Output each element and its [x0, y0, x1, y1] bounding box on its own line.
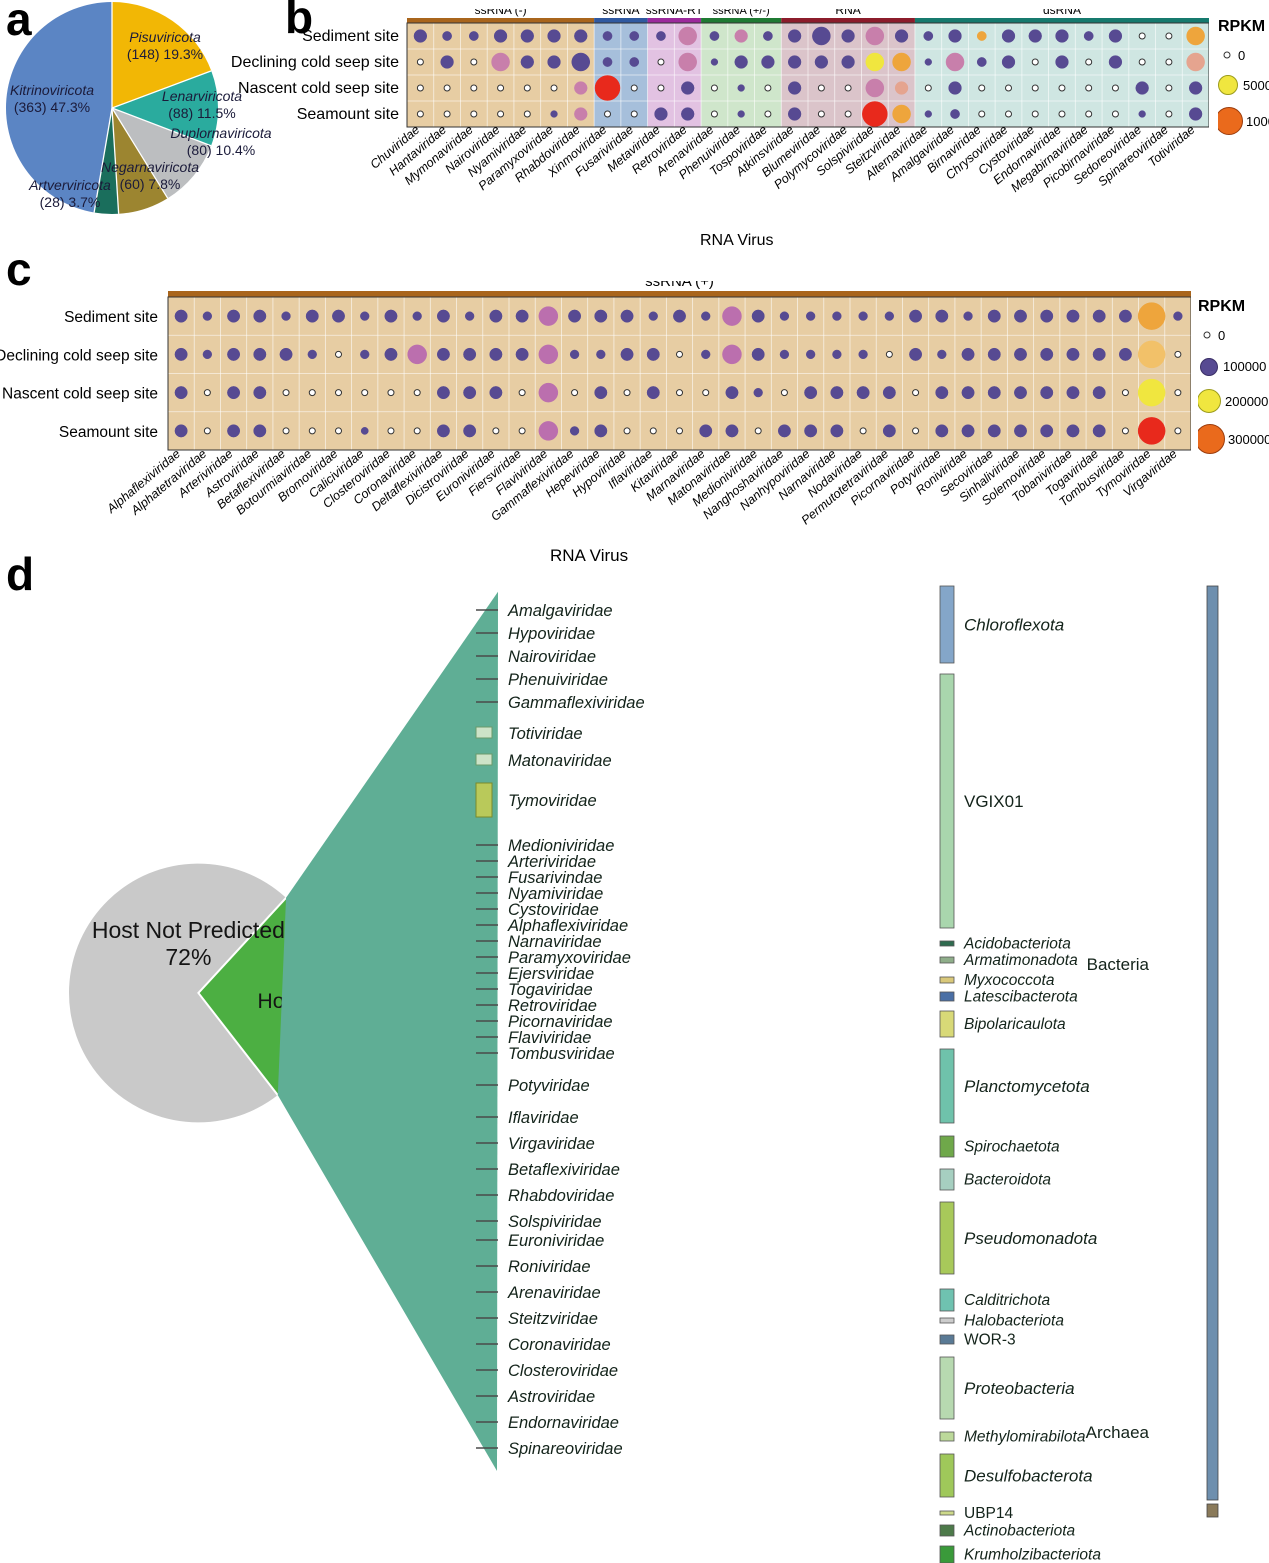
svg-text:Seamount site: Seamount site — [59, 424, 158, 441]
svg-text:Spirochaetota: Spirochaetota — [964, 1139, 1060, 1156]
svg-text:Phenuiviridae: Phenuiviridae — [508, 671, 608, 689]
svg-text:Chloroflexota: Chloroflexota — [964, 616, 1064, 635]
svg-text:ssRNA-RT: ssRNA-RT — [646, 9, 704, 17]
svg-text:Endornaviridae: Endornaviridae — [508, 1414, 619, 1432]
svg-text:Actinobacteriota: Actinobacteriota — [963, 1523, 1076, 1540]
svg-text:72%: 72% — [165, 944, 211, 970]
svg-text:300000: 300000 — [1228, 432, 1269, 447]
svg-text:Tymoviridae: Tymoviridae — [508, 792, 597, 810]
svg-text:Planctomycetota: Planctomycetota — [964, 1077, 1090, 1096]
svg-text:Nascent cold seep site: Nascent cold seep site — [238, 80, 399, 97]
svg-text:Declining cold seep site: Declining cold seep site — [0, 347, 158, 364]
svg-text:RNA: RNA — [835, 9, 860, 17]
svg-text:ssRNA (+): ssRNA (+) — [645, 281, 714, 290]
svg-text:Sediment site: Sediment site — [302, 28, 399, 45]
svg-text:50000: 50000 — [1243, 78, 1269, 93]
svg-text:dsRNA: dsRNA — [1043, 9, 1081, 17]
svg-text:Archaea: Archaea — [1086, 1423, 1150, 1442]
svg-text:Proteobacteria: Proteobacteria — [964, 1379, 1075, 1398]
svg-text:Closteroviridae: Closteroviridae — [508, 1362, 618, 1380]
svg-text:Host Not Predicted: Host Not Predicted — [92, 917, 285, 943]
svg-text:Desulfobacterota: Desulfobacterota — [964, 1467, 1093, 1486]
svg-text:Totiviridae: Totiviridae — [508, 725, 583, 743]
svg-text:Solspiviridae: Solspiviridae — [508, 1213, 602, 1231]
svg-text:ssRNA: ssRNA — [602, 9, 639, 17]
svg-text:0: 0 — [1238, 48, 1245, 63]
svg-text:UBP14: UBP14 — [964, 1505, 1013, 1522]
svg-text:Latescibacterota: Latescibacterota — [964, 989, 1078, 1006]
svg-text:Matonaviridae: Matonaviridae — [508, 752, 612, 770]
svg-text:WOR-3: WOR-3 — [964, 1332, 1016, 1349]
svg-text:ssRNA (-): ssRNA (-) — [475, 9, 527, 17]
svg-text:Myxococcota: Myxococcota — [964, 972, 1055, 989]
svg-text:Calditrichota: Calditrichota — [964, 1292, 1051, 1309]
svg-text:Gammaflexiviridae: Gammaflexiviridae — [508, 694, 645, 712]
svg-text:100000: 100000 — [1246, 114, 1269, 129]
svg-text:0: 0 — [1218, 328, 1225, 343]
svg-text:Nascent cold seep site: Nascent cold seep site — [2, 386, 158, 403]
svg-text:Euroniviridae: Euroniviridae — [508, 1232, 604, 1250]
svg-text:Sediment site: Sediment site — [64, 309, 158, 326]
svg-text:Krumholzibacteriota: Krumholzibacteriota — [964, 1547, 1101, 1563]
svg-text:Nairoviridae: Nairoviridae — [508, 648, 596, 666]
svg-text:Methylomirabilota: Methylomirabilota — [964, 1429, 1086, 1446]
svg-text:Acidobacteriota: Acidobacteriota — [963, 936, 1071, 953]
svg-text:Iflaviridae: Iflaviridae — [508, 1109, 579, 1127]
svg-text:Tombusviridae: Tombusviridae — [508, 1045, 615, 1063]
svg-text:Virgaviridae: Virgaviridae — [508, 1135, 595, 1153]
svg-text:Potyviridae: Potyviridae — [508, 1077, 590, 1095]
svg-text:Bacteria: Bacteria — [1087, 955, 1150, 974]
svg-text:Bacteroidota: Bacteroidota — [964, 1172, 1051, 1189]
svg-text:Hypoviridae: Hypoviridae — [508, 625, 595, 643]
svg-text:Seamount site: Seamount site — [297, 106, 399, 123]
svg-text:Roniviridae: Roniviridae — [508, 1258, 591, 1276]
svg-text:Spinareoviridae: Spinareoviridae — [508, 1440, 623, 1458]
svg-text:Coronaviridae: Coronaviridae — [508, 1336, 611, 1354]
svg-text:Armatimonadota: Armatimonadota — [963, 952, 1078, 969]
svg-text:Betaflexiviridae: Betaflexiviridae — [508, 1161, 620, 1179]
svg-text:Steitzviridae: Steitzviridae — [508, 1310, 598, 1328]
svg-text:Rhabdoviridae: Rhabdoviridae — [508, 1187, 614, 1205]
svg-text:Astroviridae: Astroviridae — [507, 1388, 595, 1406]
svg-text:ssRNA (+/-): ssRNA (+/-) — [713, 9, 770, 17]
svg-text:Pseudomonadota: Pseudomonadota — [964, 1229, 1097, 1248]
svg-text:200000: 200000 — [1225, 394, 1268, 409]
svg-text:Arenaviridae: Arenaviridae — [507, 1284, 601, 1302]
svg-text:VGIX01: VGIX01 — [964, 792, 1024, 811]
svg-text:Halobacteriota: Halobacteriota — [964, 1313, 1064, 1330]
svg-text:Declining cold seep site: Declining cold seep site — [231, 54, 399, 71]
svg-text:Bipolaricaulota: Bipolaricaulota — [964, 1016, 1066, 1033]
svg-text:Amalgaviridae: Amalgaviridae — [507, 602, 613, 620]
svg-text:100000: 100000 — [1223, 359, 1266, 374]
